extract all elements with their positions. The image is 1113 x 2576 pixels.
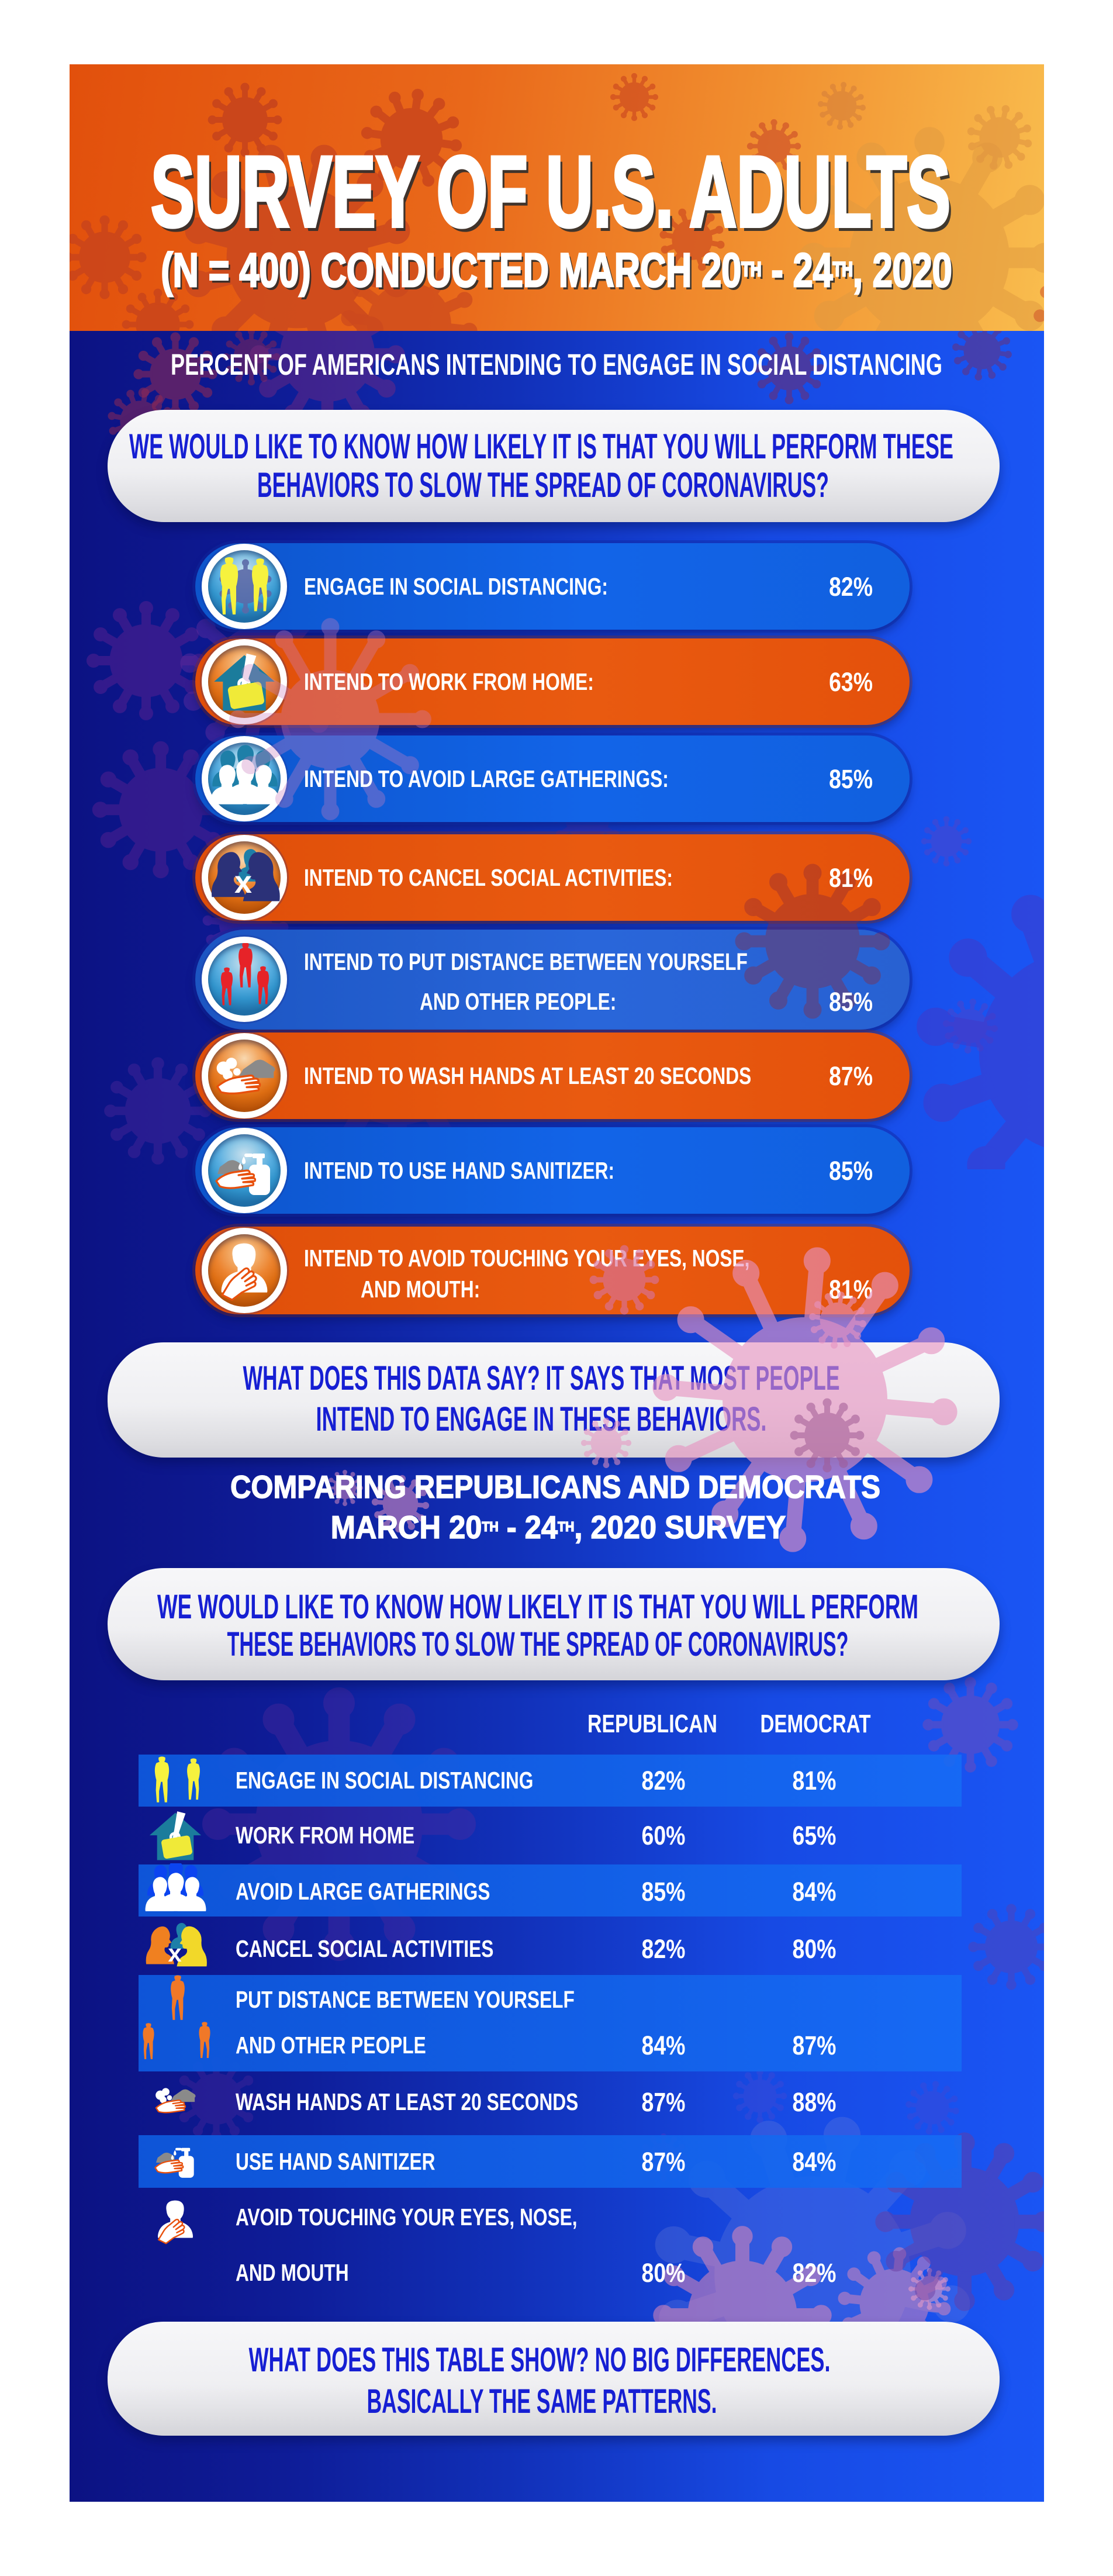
svg-text:x: x — [234, 865, 252, 900]
svg-text:x: x — [168, 1939, 182, 1967]
